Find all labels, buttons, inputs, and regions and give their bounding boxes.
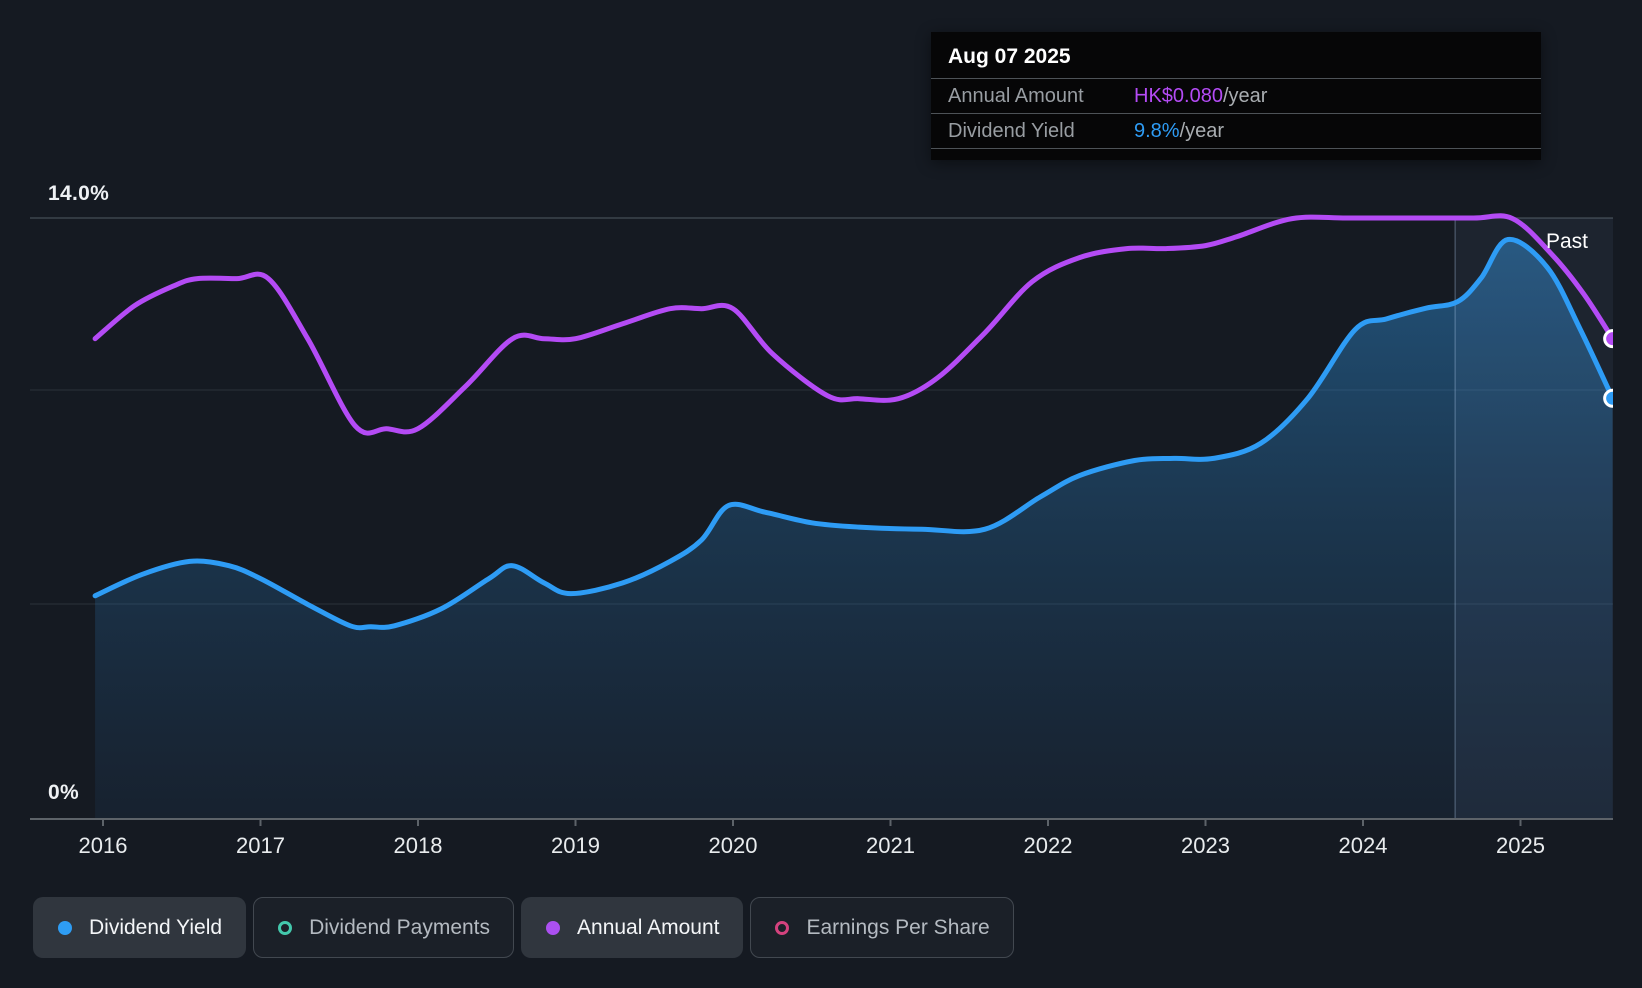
- legend-dot-hollow: [775, 920, 790, 935]
- legend-label: Annual Amount: [577, 915, 720, 939]
- past-region-label: Past: [1546, 230, 1589, 253]
- legend-label: Earnings Per Share: [806, 915, 990, 939]
- tooltip-row-dividend-yield: Dividend Yield 9.8%/year: [931, 113, 1541, 149]
- tooltip-label: Annual Amount: [948, 85, 1084, 107]
- tooltip-value-annual-amount: HK$0.080: [1134, 85, 1223, 107]
- series-end-markers: [1603, 329, 1613, 408]
- x-axis-label-2019: 2019: [551, 833, 600, 858]
- legend-dot-hollow: [278, 920, 293, 935]
- y-axis-label-max: 14.0%: [48, 182, 110, 205]
- legend-dot-filled: [58, 920, 72, 935]
- series-lines: [92, 213, 1613, 631]
- tooltip-label: Dividend Yield: [948, 120, 1075, 142]
- x-axis-label-2023: 2023: [1181, 833, 1230, 858]
- tooltip-value-dividend-yield: 9.8%: [1134, 120, 1180, 142]
- legend-pill-earnings-per-share[interactable]: Earnings Per Share: [750, 897, 1014, 958]
- past-year-highlight-band: [1454, 218, 1613, 819]
- tooltip-row-annual-amount: Annual Amount HK$0.080/year: [931, 78, 1541, 113]
- tooltip-value-suffix: /year: [1179, 120, 1225, 142]
- x-axis-label-2022: 2022: [1023, 833, 1073, 858]
- x-axis-label-2020: 2020: [708, 833, 758, 858]
- tooltip-value-suffix: /year: [1222, 85, 1268, 107]
- legend-label: Dividend Yield: [89, 915, 223, 939]
- x-axis-label-2016: 2016: [78, 833, 128, 858]
- chart-legend: Dividend Yield Dividend Payments Annual Am…: [33, 897, 1014, 958]
- x-axis-label-2024: 2024: [1338, 833, 1388, 858]
- x-axis-label-2025: 2025: [1496, 833, 1545, 858]
- x-axis-ticks: [102, 819, 1522, 826]
- y-axis-label-zero: 0%: [48, 781, 79, 804]
- legend-pill-dividend-payments[interactable]: Dividend Payments: [253, 897, 515, 958]
- legend-pill-dividend-yield[interactable]: Dividend Yield: [33, 897, 247, 958]
- x-axis-label-2017: 2017: [236, 833, 285, 858]
- legend-pill-annual-amount[interactable]: Annual Amount: [521, 897, 744, 958]
- x-axis-label-2018: 2018: [393, 833, 443, 858]
- chart-tooltip: Aug 07 2025 Annual Amount HK$0.080/year …: [931, 32, 1541, 160]
- legend-label: Dividend Payments: [309, 915, 491, 939]
- legend-dot-filled: [546, 920, 561, 935]
- tooltip-date: Aug 07 2025: [948, 45, 1071, 68]
- x-axis-label-2021: 2021: [866, 833, 915, 858]
